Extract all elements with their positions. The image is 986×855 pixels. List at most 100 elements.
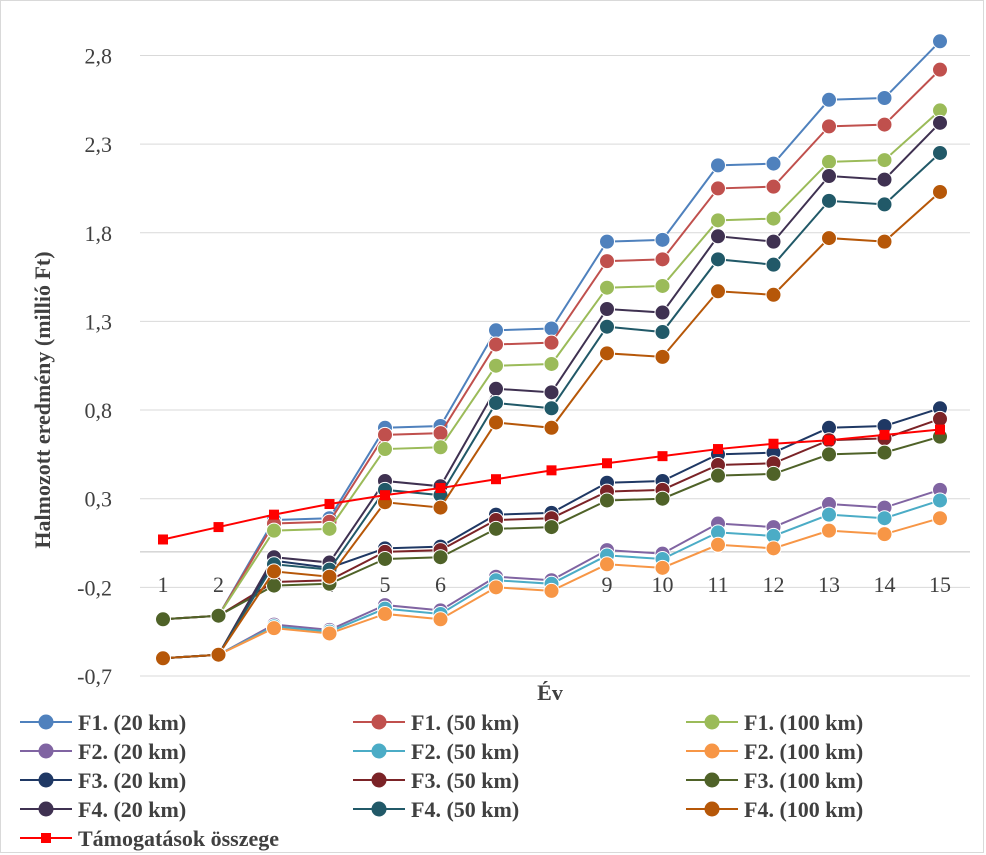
x-tick-label: 10 xyxy=(652,572,674,597)
legend-item: Támogatások összege xyxy=(20,826,279,851)
data-point xyxy=(654,324,671,341)
legend-label: F1. (50 km) xyxy=(411,710,519,735)
data-point xyxy=(821,506,837,523)
data-point xyxy=(821,230,837,247)
x-tick-label: 5 xyxy=(380,572,391,597)
data-point xyxy=(765,286,782,303)
data-point xyxy=(599,492,615,509)
series-group xyxy=(155,61,948,628)
legend-marker xyxy=(371,772,387,788)
data-point xyxy=(432,499,449,516)
data-point xyxy=(432,549,449,566)
data-point xyxy=(266,620,282,637)
y-tick-label: 0,8 xyxy=(85,398,113,423)
data-point xyxy=(432,439,449,456)
data-point xyxy=(266,563,282,580)
data-point xyxy=(155,611,171,628)
data-point xyxy=(488,322,504,339)
data-point xyxy=(821,192,837,209)
data-point xyxy=(932,183,948,200)
data-point xyxy=(599,253,615,270)
series-group xyxy=(158,424,945,545)
x-tick-label: 11 xyxy=(707,572,728,597)
data-point xyxy=(710,536,726,553)
legend-marker xyxy=(704,801,720,817)
legend-label: F1. (20 km) xyxy=(78,710,186,735)
legend-item: F2. (50 km) xyxy=(353,739,519,764)
data-point xyxy=(543,519,560,536)
data-point xyxy=(543,384,560,401)
data-point xyxy=(380,490,390,501)
legend-marker xyxy=(38,714,54,730)
x-axis-title: Év xyxy=(537,680,563,705)
legend-marker xyxy=(704,743,720,759)
data-point xyxy=(657,451,668,462)
data-point xyxy=(932,510,948,527)
data-point xyxy=(876,90,893,107)
data-point xyxy=(543,334,560,351)
data-point xyxy=(543,355,560,372)
data-point xyxy=(321,520,338,537)
gridlines xyxy=(140,54,970,677)
legend-item: F1. (20 km) xyxy=(20,710,186,735)
legend-label: F4. (50 km) xyxy=(411,797,519,822)
data-point xyxy=(710,157,726,174)
y-tick-label: 1,3 xyxy=(85,309,113,334)
data-point xyxy=(435,483,446,494)
data-point xyxy=(654,348,671,365)
legend-item: F1. (50 km) xyxy=(353,710,519,735)
data-point xyxy=(488,380,504,397)
legend-marker xyxy=(38,801,54,817)
data-point xyxy=(821,168,837,185)
legend-item: F4. (20 km) xyxy=(20,797,186,822)
data-point xyxy=(488,579,504,596)
data-point xyxy=(543,582,560,599)
data-point xyxy=(876,116,893,133)
data-point xyxy=(599,233,615,250)
data-point xyxy=(213,522,224,533)
data-point xyxy=(488,394,504,411)
x-tick-label: 15 xyxy=(929,572,951,597)
data-point xyxy=(654,277,671,294)
legend-item: F3. (100 km) xyxy=(686,768,863,793)
data-point xyxy=(654,251,671,268)
data-point xyxy=(821,153,837,170)
x-tick-label: 1 xyxy=(158,572,169,597)
data-point xyxy=(710,180,726,197)
data-point xyxy=(488,520,504,537)
data-point xyxy=(377,550,393,567)
data-point xyxy=(876,196,893,213)
x-tick-label: 14 xyxy=(874,572,896,597)
legend-item: F4. (50 km) xyxy=(353,797,519,822)
data-point xyxy=(546,465,557,476)
legend-label: F4. (20 km) xyxy=(78,797,186,822)
data-point xyxy=(654,490,671,507)
data-point xyxy=(324,499,335,510)
data-point xyxy=(377,605,393,622)
data-point xyxy=(932,410,948,427)
data-point xyxy=(821,118,837,135)
data-point xyxy=(158,534,168,545)
data-point xyxy=(543,419,560,436)
y-tick-label: 2,8 xyxy=(85,43,113,68)
data-point xyxy=(488,336,504,353)
data-point xyxy=(599,318,615,335)
y-tick-label: 2,3 xyxy=(85,132,113,157)
y-tick-label: -0,7 xyxy=(77,664,112,689)
legend-label: F3. (50 km) xyxy=(411,768,519,793)
data-point xyxy=(713,444,723,455)
data-point xyxy=(765,178,782,195)
data-point xyxy=(432,611,449,628)
y-tick-label: 0,3 xyxy=(85,487,113,512)
data-point xyxy=(932,33,948,50)
data-point xyxy=(935,424,945,435)
data-point xyxy=(876,526,893,543)
data-point xyxy=(879,429,890,440)
data-point xyxy=(710,467,726,484)
legend-label: F1. (100 km) xyxy=(744,710,863,735)
legend-label: F4. (100 km) xyxy=(744,797,863,822)
legend-item: F1. (100 km) xyxy=(686,710,863,735)
data-point xyxy=(876,444,893,461)
x-tick-label: 6 xyxy=(435,572,446,597)
